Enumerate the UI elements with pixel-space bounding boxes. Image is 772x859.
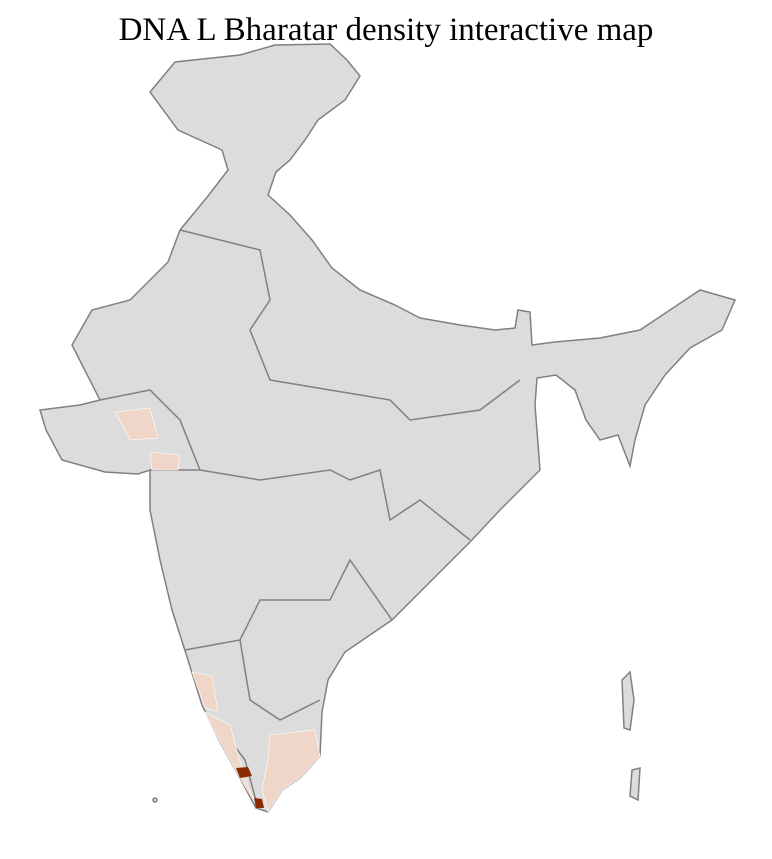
region-karnataka-coast-low[interactable] — [191, 671, 219, 713]
state-border-line — [150, 469, 471, 541]
region-gujarat-low-2[interactable] — [149, 451, 181, 471]
region-tamilnadu-low[interactable] — [261, 729, 321, 813]
map-title: DNA L Bharatar density interactive map — [118, 12, 654, 48]
india-outline[interactable] — [39, 43, 737, 813]
andaman-islands[interactable] — [621, 670, 641, 802]
state-borders — [99, 229, 521, 809]
state-border-line — [184, 558, 393, 651]
region-southern-tip-high[interactable] — [254, 798, 264, 808]
density-regions — [114, 407, 321, 813]
lakshadweep-islands[interactable] — [152, 797, 158, 803]
state-border-line — [179, 229, 521, 421]
region-central-kerala-high[interactable] — [236, 767, 252, 778]
state-border-line — [99, 389, 201, 471]
region-gujarat-low[interactable] — [114, 407, 159, 441]
india-landmass[interactable] — [39, 43, 737, 813]
state-border-line — [239, 639, 321, 721]
